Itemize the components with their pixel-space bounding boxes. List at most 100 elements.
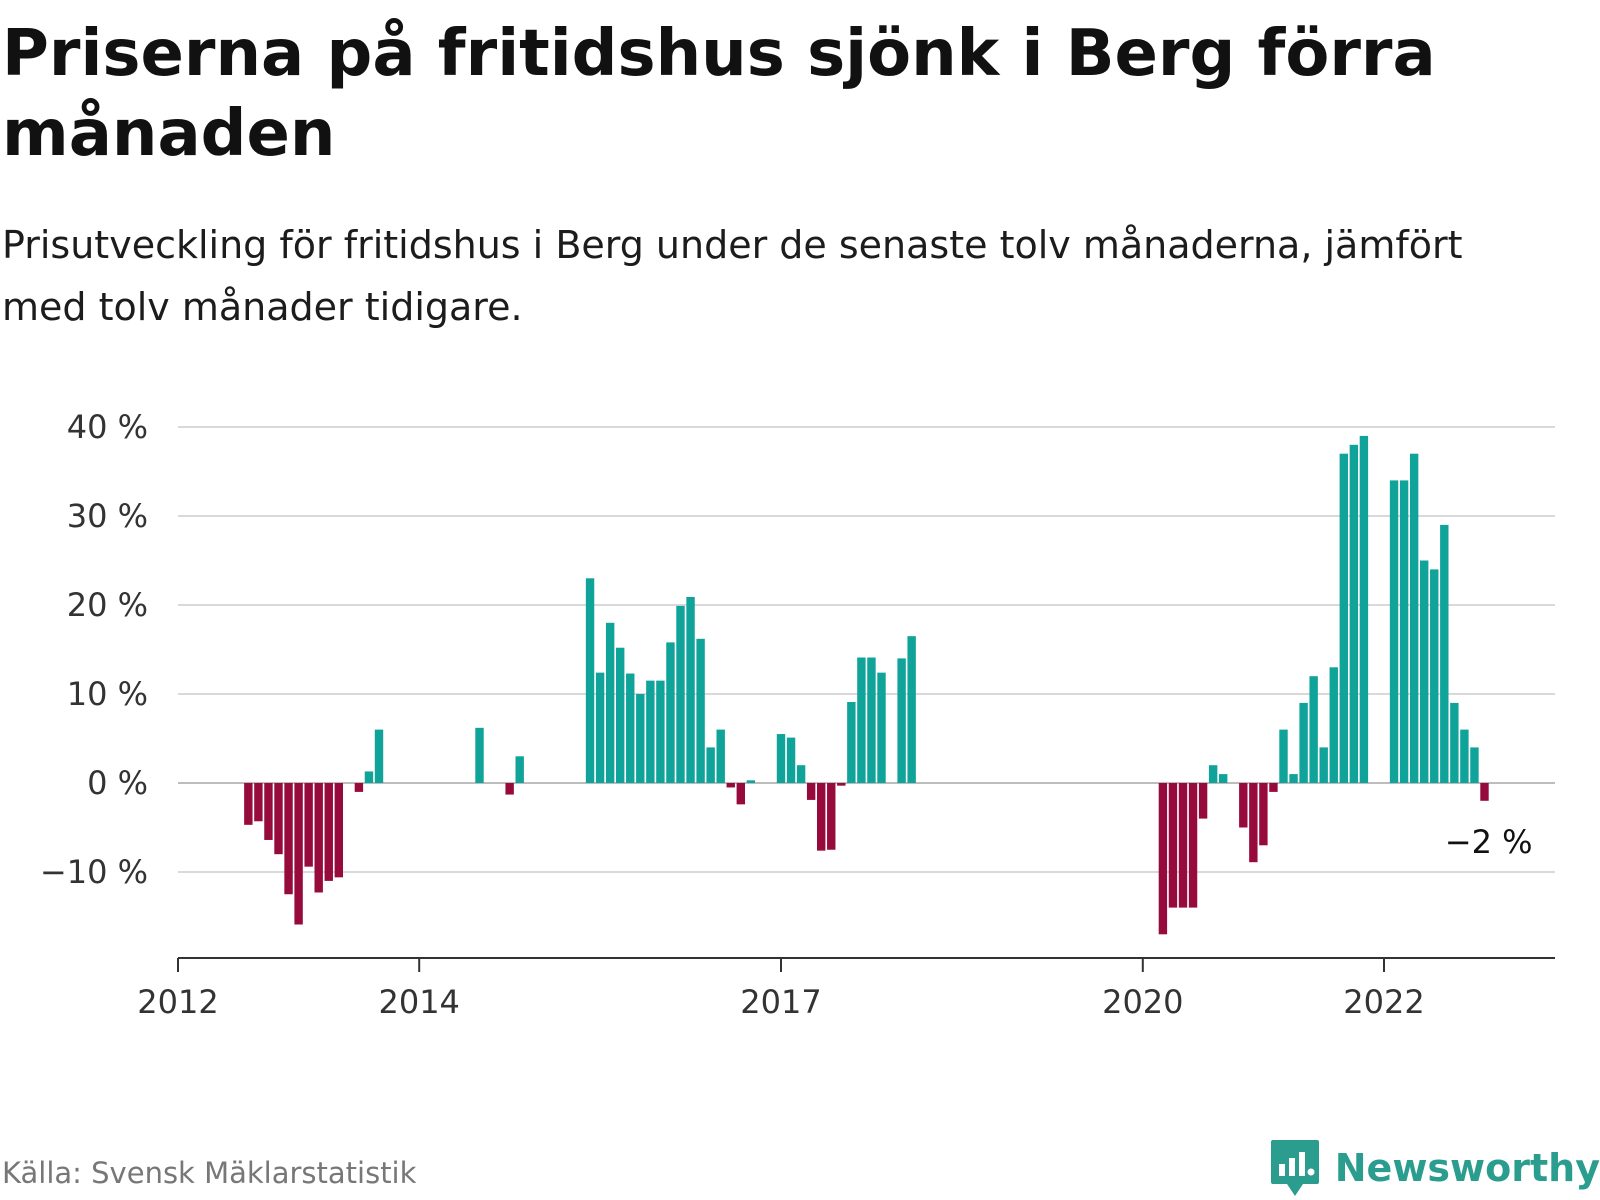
bar <box>806 783 816 800</box>
bar <box>776 734 786 783</box>
bar <box>1339 453 1348 783</box>
bar <box>254 783 263 822</box>
bar <box>726 783 735 788</box>
bar <box>847 702 856 783</box>
bar <box>1349 444 1359 783</box>
bar <box>1279 729 1288 783</box>
bar <box>274 783 283 855</box>
chart-title: Priserna på fritidshus sjönk i Berg förr… <box>2 17 1436 171</box>
bar <box>1399 480 1409 783</box>
bar <box>897 658 906 783</box>
bar <box>786 737 796 783</box>
bar <box>716 729 725 783</box>
bar <box>1460 729 1469 783</box>
bar <box>1168 783 1178 908</box>
bar <box>244 783 253 825</box>
x-tick-label: 2020 <box>1102 983 1183 1020</box>
newsworthy-logo-icon <box>1270 1140 1319 1196</box>
bar <box>1299 702 1308 783</box>
bar <box>877 672 886 783</box>
bar <box>1259 783 1268 846</box>
bar <box>636 694 645 783</box>
bar <box>1389 480 1399 783</box>
bar <box>1480 783 1489 801</box>
bar <box>515 756 524 783</box>
bar <box>475 727 484 783</box>
bar <box>676 605 685 783</box>
bar <box>1359 435 1369 783</box>
bar <box>1178 783 1188 908</box>
x-tick-label: 2012 <box>137 983 218 1020</box>
bar <box>354 783 364 792</box>
bar <box>1309 676 1318 783</box>
last-value-label: −2 % <box>1445 823 1533 861</box>
bar <box>1420 560 1429 783</box>
bar <box>867 657 876 783</box>
bar <box>294 783 303 925</box>
bar <box>1470 747 1479 783</box>
bar <box>1450 702 1459 783</box>
bars <box>244 435 1489 935</box>
bar <box>837 783 846 786</box>
y-tick-label: 20 % <box>67 586 148 624</box>
bar <box>1289 774 1298 783</box>
bar <box>1188 783 1198 908</box>
bar <box>1319 747 1328 783</box>
bar <box>284 783 293 895</box>
bar <box>1198 783 1208 819</box>
bar <box>264 783 273 840</box>
bar <box>686 596 695 783</box>
bar <box>666 642 675 783</box>
bar <box>1440 524 1449 783</box>
bar <box>1239 783 1248 828</box>
x-tick-label: 2022 <box>1343 983 1424 1020</box>
bar <box>374 729 384 783</box>
bar <box>736 783 745 805</box>
x-tick-label: 2017 <box>740 983 821 1020</box>
bar <box>796 765 806 783</box>
bar <box>585 578 595 783</box>
bar <box>706 747 715 783</box>
bar <box>1219 774 1228 783</box>
y-tick-label: 40 % <box>67 408 148 446</box>
bar <box>1409 453 1419 783</box>
y-axis-labels: −10 % 0 % 10 % 20 % 30 % 40 % <box>40 408 148 891</box>
bar <box>827 783 836 850</box>
x-tick-label: 2014 <box>378 983 459 1020</box>
bar <box>1269 783 1278 792</box>
bar <box>1158 783 1168 935</box>
bar <box>646 680 655 783</box>
brand-logo[interactable]: Newsworthy <box>1269 1138 1600 1198</box>
bar <box>605 622 615 783</box>
bar <box>656 680 665 783</box>
bar <box>616 647 625 783</box>
bar <box>334 783 343 878</box>
y-tick-label: 30 % <box>67 497 148 535</box>
bar <box>1249 783 1258 863</box>
y-tick-label: −10 % <box>40 853 148 891</box>
bar <box>595 672 605 783</box>
bar <box>1208 765 1218 783</box>
bar <box>857 657 866 783</box>
bar <box>364 771 374 783</box>
chart-subtitle: Prisutveckling för fritidshus i Berg und… <box>2 223 1463 329</box>
bar <box>746 780 756 783</box>
bar <box>304 783 313 867</box>
bar <box>907 636 916 783</box>
gridlines <box>178 426 1555 873</box>
bar <box>324 783 333 881</box>
bar <box>696 638 705 783</box>
bar <box>1329 667 1338 783</box>
bar-chart: −10 % 0 % 10 % 20 % 30 % 40 % 2012 2014 2017 202… <box>40 408 1555 1020</box>
bar <box>314 783 323 893</box>
x-axis-labels: 2012 2014 2017 2020 2022 <box>137 983 1424 1020</box>
y-tick-label: 0 % <box>87 764 148 802</box>
x-axis <box>177 957 1555 972</box>
bar <box>626 673 635 783</box>
source-note: Källa: Svensk Mäklarstatistik <box>2 1156 417 1190</box>
bar <box>817 783 826 851</box>
bar <box>1430 569 1439 783</box>
y-tick-label: 10 % <box>67 675 148 713</box>
brand-name: Newsworthy <box>1334 1146 1600 1190</box>
bar <box>505 783 514 795</box>
